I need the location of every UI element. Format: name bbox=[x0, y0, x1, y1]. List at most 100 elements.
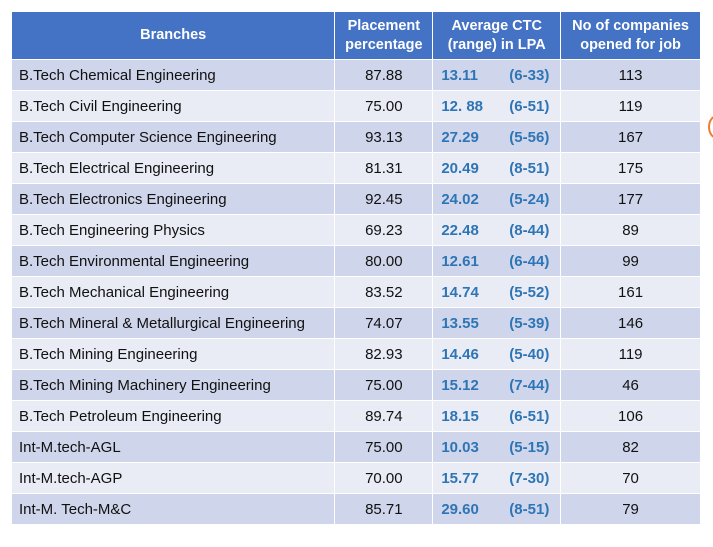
table-row: Int-M. Tech-M&C 85.71 29.60 (8-51) 79 bbox=[10, 493, 701, 525]
companies-cell: 70 bbox=[560, 462, 701, 494]
header-companies: No of companies opened for job bbox=[560, 11, 701, 60]
companies-cell: 106 bbox=[560, 400, 701, 432]
branch-cell: B.Tech Environmental Engineering bbox=[10, 245, 336, 277]
companies-cell: 89 bbox=[560, 214, 701, 246]
avg-ctc: 10.03 bbox=[441, 438, 479, 456]
ctc-cell: 15.77 (7-30) bbox=[432, 462, 562, 494]
branch-cell: B.Tech Mining Engineering bbox=[10, 338, 336, 370]
table-row: B.Tech Civil Engineering 75.00 12. 88 (6-51… bbox=[10, 90, 701, 122]
placement-cell: 82.93 bbox=[334, 338, 434, 370]
ctc-cell: 20.49 (8-51) bbox=[432, 152, 562, 184]
placement-cell: 75.00 bbox=[334, 369, 434, 401]
ctc-range: (7-44) bbox=[509, 376, 550, 394]
header-ctc: Average CTC (range) in LPA bbox=[432, 11, 562, 60]
branch-cell: B.Tech Mechanical Engineering bbox=[10, 276, 336, 308]
ctc-cell: 12. 88 (6-51) bbox=[432, 90, 562, 122]
avg-ctc: 15.12 bbox=[441, 376, 479, 394]
placement-cell: 69.23 bbox=[334, 214, 434, 246]
placement-cell: 75.00 bbox=[334, 431, 434, 463]
ctc-range: (8-44) bbox=[509, 221, 550, 239]
placement-cell: 75.00 bbox=[334, 90, 434, 122]
ctc-range: (5-40) bbox=[509, 345, 550, 363]
branch-cell: B.Tech Civil Engineering bbox=[10, 90, 336, 122]
placement-cell: 89.74 bbox=[334, 400, 434, 432]
companies-cell: 146 bbox=[560, 307, 701, 339]
companies-cell: 167 bbox=[560, 121, 701, 153]
ctc-range: (6-51) bbox=[509, 407, 550, 425]
ctc-range: (6-51) bbox=[509, 97, 550, 115]
companies-cell: 79 bbox=[560, 493, 701, 525]
avg-ctc: 14.74 bbox=[441, 283, 479, 301]
avg-ctc: 18.15 bbox=[441, 407, 479, 425]
companies-cell: 177 bbox=[560, 183, 701, 215]
header-branches: Branches bbox=[10, 11, 336, 60]
ctc-cell: 29.60 (8-51) bbox=[432, 493, 562, 525]
ctc-range: (6-44) bbox=[509, 252, 550, 270]
placement-cell: 81.31 bbox=[334, 152, 434, 184]
ctc-range: (6-33) bbox=[509, 66, 550, 84]
companies-cell: 119 bbox=[560, 338, 701, 370]
companies-cell: 46 bbox=[560, 369, 701, 401]
companies-cell: 161 bbox=[560, 276, 701, 308]
ctc-cell: 13.11 (6-33) bbox=[432, 59, 562, 91]
ctc-cell: 14.46 (5-40) bbox=[432, 338, 562, 370]
ctc-cell: 14.74 (5-52) bbox=[432, 276, 562, 308]
companies-cell: 99 bbox=[560, 245, 701, 277]
placement-cell: 85.71 bbox=[334, 493, 434, 525]
placement-cell: 93.13 bbox=[334, 121, 434, 153]
table-row: B.Tech Mechanical Engineering 83.52 14.74 (… bbox=[10, 276, 701, 308]
table-row: Int-M.tech-AGP 70.00 15.77 (7-30) 70 bbox=[10, 462, 701, 494]
ctc-cell: 18.15 (6-51) bbox=[432, 400, 562, 432]
header-placement: Placement percentage bbox=[334, 11, 434, 60]
avg-ctc: 22.48 bbox=[441, 221, 479, 239]
placement-cell: 80.00 bbox=[334, 245, 434, 277]
ctc-range: (5-15) bbox=[509, 438, 550, 456]
table-row: B.Tech Electronics Engineering 92.45 24.02… bbox=[10, 183, 701, 215]
table-row: B.Tech Computer Science Engineering 93.13… bbox=[10, 121, 701, 153]
ctc-range: (7-30) bbox=[509, 469, 550, 487]
branch-cell: B.Tech Computer Science Engineering bbox=[10, 121, 336, 153]
ctc-cell: 10.03 (5-15) bbox=[432, 431, 562, 463]
ctc-range: (5-39) bbox=[509, 314, 550, 332]
ctc-cell: 24.02 (5-24) bbox=[432, 183, 562, 215]
placement-table: Branches Placement percentage Average CT… bbox=[10, 11, 701, 525]
table-row: B.Tech Electrical Engineering 81.31 20.49 (… bbox=[10, 152, 701, 184]
branch-cell: B.Tech Electronics Engineering bbox=[10, 183, 336, 215]
ctc-range: (5-52) bbox=[509, 283, 550, 301]
placement-cell: 83.52 bbox=[334, 276, 434, 308]
avg-ctc: 14.46 bbox=[441, 345, 479, 363]
table-row: B.Tech Mining Engineering 82.93 14.46 (5-40… bbox=[10, 338, 701, 370]
ctc-cell: 22.48 (8-44) bbox=[432, 214, 562, 246]
header-row: Branches Placement percentage Average CT… bbox=[10, 11, 701, 60]
branch-cell: Int-M.tech-AGP bbox=[10, 462, 336, 494]
placement-cell: 87.88 bbox=[334, 59, 434, 91]
placement-cell: 74.07 bbox=[334, 307, 434, 339]
ctc-range: (5-24) bbox=[509, 190, 550, 208]
avg-ctc: 15.77 bbox=[441, 469, 479, 487]
ctc-range: (8-51) bbox=[509, 500, 550, 518]
avg-ctc: 13.11 bbox=[441, 66, 479, 84]
ctc-cell: 12.61 (6-44) bbox=[432, 245, 562, 277]
table-row: B.Tech Mineral & Metallurgical Engineeri… bbox=[10, 307, 701, 339]
branch-cell: B.Tech Mining Machinery Engineering bbox=[10, 369, 336, 401]
ctc-cell: 13.55 (5-39) bbox=[432, 307, 562, 339]
companies-cell: 175 bbox=[560, 152, 701, 184]
table-row: B.Tech Mining Machinery Engineering 75.00… bbox=[10, 369, 701, 401]
placement-cell: 92.45 bbox=[334, 183, 434, 215]
avg-ctc: 12. 88 bbox=[441, 97, 484, 115]
ctc-range: (8-51) bbox=[509, 159, 550, 177]
table-row: B.Tech Engineering Physics 69.23 22.48 (8-4… bbox=[10, 214, 701, 246]
branch-cell: B.Tech Mineral & Metallurgical Engineeri… bbox=[10, 307, 336, 339]
table-row: Int-M.tech-AGL 75.00 10.03 (5-15) 82 bbox=[10, 431, 701, 463]
avg-ctc: 20.49 bbox=[441, 159, 479, 177]
ctc-range: (5-56) bbox=[509, 128, 550, 146]
companies-cell: 113 bbox=[560, 59, 701, 91]
avg-ctc: 13.55 bbox=[441, 314, 479, 332]
companies-cell: 119 bbox=[560, 90, 701, 122]
branch-cell: B.Tech Engineering Physics bbox=[10, 214, 336, 246]
avg-ctc: 29.60 bbox=[441, 500, 479, 518]
branch-cell: Int-M. Tech-M&C bbox=[10, 493, 336, 525]
branch-cell: Int-M.tech-AGL bbox=[10, 431, 336, 463]
avg-ctc: 12.61 bbox=[441, 252, 479, 270]
placement-cell: 70.00 bbox=[334, 462, 434, 494]
